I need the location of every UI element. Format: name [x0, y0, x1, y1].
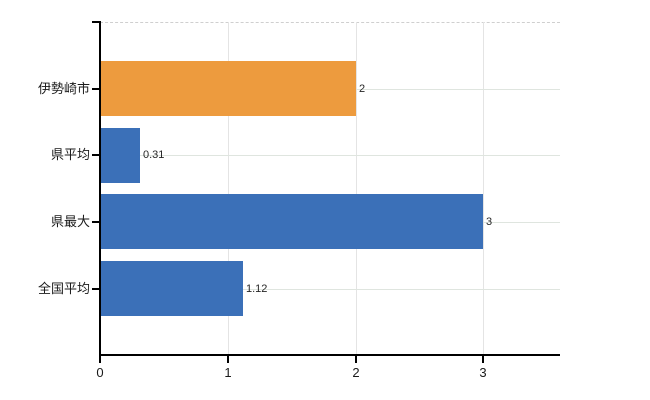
plot-top-border — [100, 22, 560, 23]
x-axis-tick — [227, 355, 229, 363]
bar[interactable] — [100, 194, 483, 249]
x-axis-line — [99, 354, 560, 356]
category-tick — [92, 88, 100, 90]
y-axis-top-tick — [92, 21, 100, 23]
bar-value-label: 1.12 — [246, 283, 268, 295]
x-axis-tick — [482, 355, 484, 363]
bar-value-label: 3 — [486, 216, 493, 228]
category-tick — [92, 221, 100, 223]
bar[interactable] — [100, 261, 243, 316]
vertical-gridline — [228, 22, 229, 355]
category-gridline — [100, 289, 560, 290]
x-tick-label: 0 — [96, 365, 104, 380]
vertical-gridline — [356, 22, 357, 355]
x-axis-tick — [99, 355, 101, 363]
vertical-gridline — [483, 22, 484, 355]
category-label: 伊勢崎市 — [37, 81, 90, 96]
category-label: 県最大 — [50, 214, 90, 229]
bar-value-label: 0.31 — [143, 149, 165, 161]
category-tick — [92, 288, 100, 290]
bar-value-label: 2 — [359, 83, 366, 95]
x-tick-label: 1 — [224, 365, 232, 380]
x-tick-label: 2 — [352, 365, 360, 380]
category-label: 全国平均 — [37, 281, 90, 296]
bar[interactable] — [100, 128, 140, 183]
category-label: 県平均 — [50, 147, 90, 162]
y-axis-line — [99, 21, 101, 362]
category-gridline — [100, 155, 560, 156]
bar[interactable] — [100, 61, 356, 116]
category-tick — [92, 154, 100, 156]
x-axis-tick — [355, 355, 357, 363]
x-tick-label: 3 — [479, 365, 487, 380]
